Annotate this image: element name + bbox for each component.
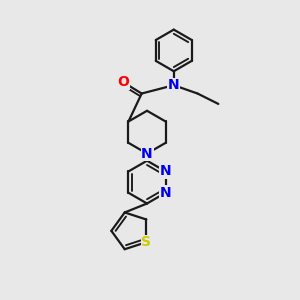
Text: N: N — [141, 147, 153, 160]
Text: N: N — [160, 186, 171, 200]
Text: N: N — [168, 78, 180, 92]
Text: O: O — [117, 75, 129, 89]
Text: N: N — [160, 164, 171, 178]
Text: S: S — [141, 235, 151, 249]
